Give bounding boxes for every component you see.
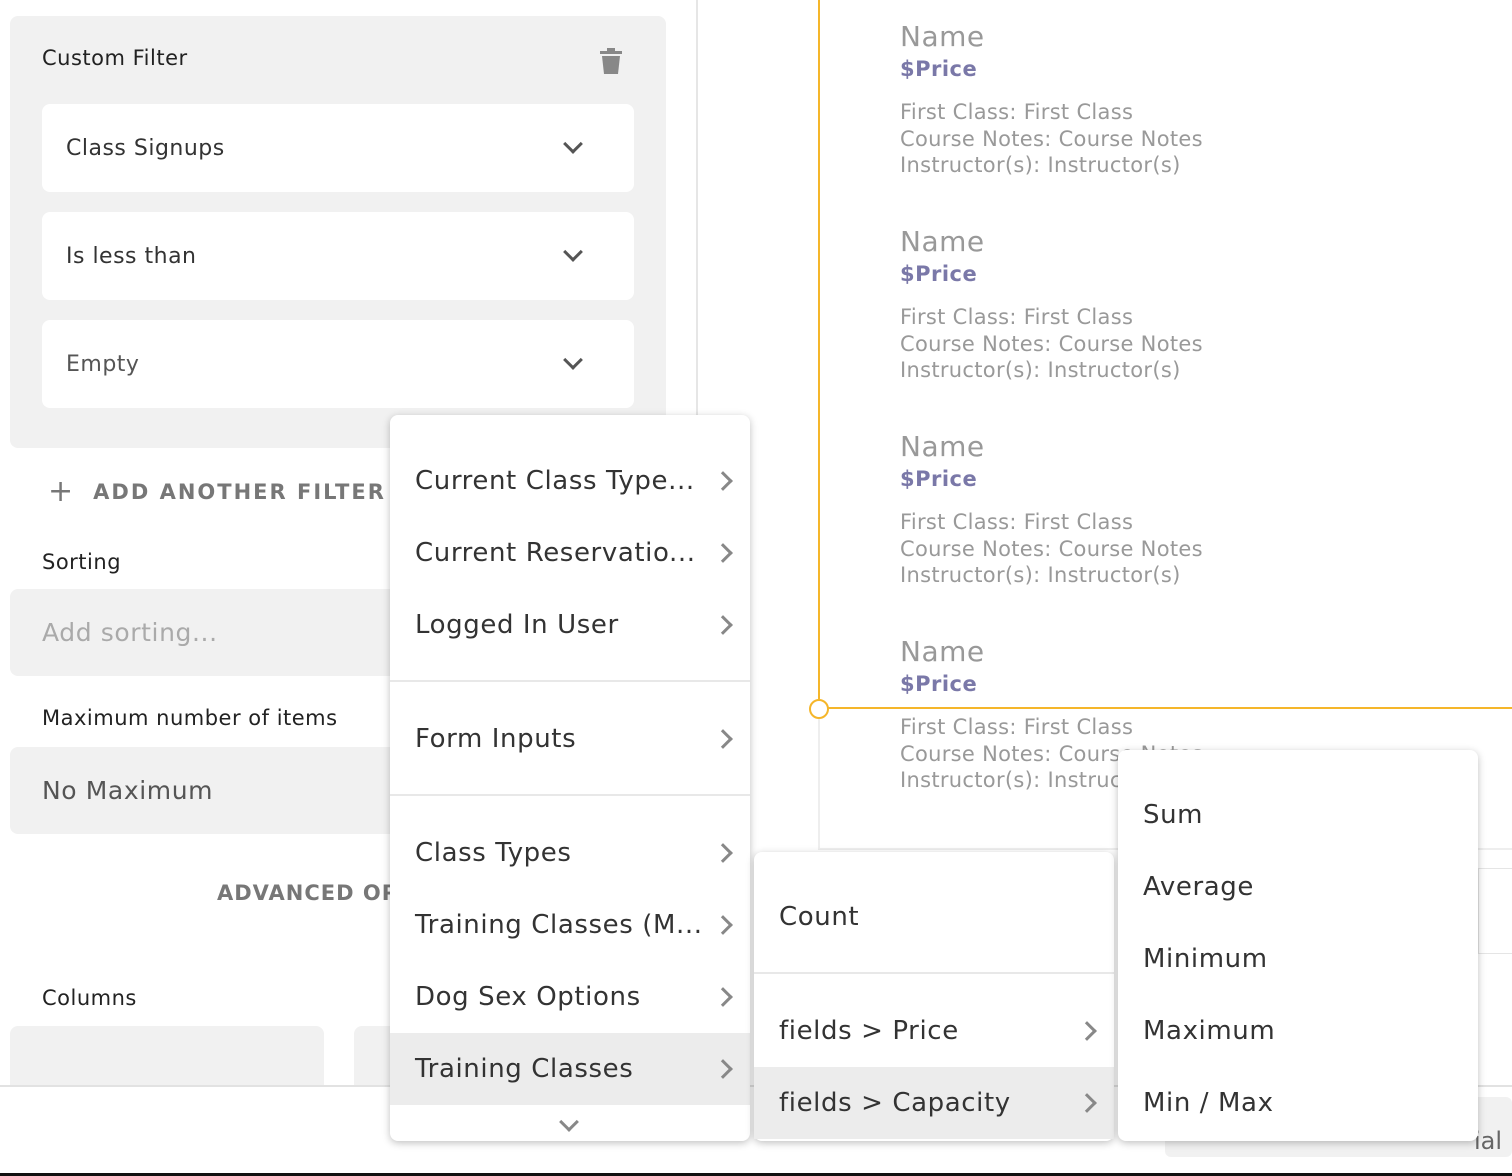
menu-item-min-max[interactable]: Min / Max xyxy=(1118,1067,1478,1139)
menu-item-price[interactable]: fields > Price xyxy=(754,995,1114,1067)
chevron-right-icon xyxy=(713,915,733,935)
sorting-input[interactable]: Add sorting... xyxy=(10,589,410,676)
field-menu: Count fields > Price fields > Capacity xyxy=(754,852,1114,1141)
add-filter-label: ADD ANOTHER FILTER xyxy=(93,479,386,504)
partial-text: ial xyxy=(1473,1127,1502,1155)
menu-item-label: Training Classes (M... xyxy=(415,910,703,940)
menu-item-current-class-type[interactable]: Current Class Type... xyxy=(390,445,750,517)
max-items-input[interactable]: No Maximum xyxy=(10,747,410,834)
menu-item-sum[interactable]: Sum xyxy=(1118,779,1478,851)
menu-item-label: Dog Sex Options xyxy=(415,982,641,1012)
item-price: $Price xyxy=(900,57,978,81)
menu-divider xyxy=(390,680,750,682)
item-first-class: First Class: First Class xyxy=(900,100,1134,124)
item-instructors: Instructor(s): Instructor(s) xyxy=(900,358,1181,382)
menu-item-training-classes-m[interactable]: Training Classes (M... xyxy=(390,889,750,961)
selection-outline[interactable] xyxy=(818,0,1512,709)
filter-title: Custom Filter xyxy=(42,46,188,70)
aggregate-menu: Sum Average Minimum Maximum Min / Max xyxy=(1118,750,1478,1141)
item-name: Name xyxy=(900,430,985,463)
menu-divider xyxy=(754,972,1114,974)
chevron-right-icon xyxy=(713,543,733,563)
item-first-class: First Class: First Class xyxy=(900,715,1134,739)
menu-item-label: Min / Max xyxy=(1143,1088,1274,1118)
value-select[interactable]: Empty xyxy=(42,320,634,408)
menu-item-label: Logged In User xyxy=(415,610,619,640)
screen-edge xyxy=(0,1173,1512,1176)
chevron-down-icon xyxy=(563,242,583,262)
menu-item-class-types[interactable]: Class Types xyxy=(390,817,750,889)
menu-item-logged-in-user[interactable]: Logged In User xyxy=(390,589,750,661)
scroll-down-icon[interactable] xyxy=(559,1112,579,1132)
menu-item-label: Form Inputs xyxy=(415,724,577,754)
item-name: Name xyxy=(900,225,985,258)
custom-filter-box: Custom Filter Class Signups Is less than… xyxy=(10,16,666,448)
menu-item-label: Class Types xyxy=(415,838,572,868)
item-course-notes: Course Notes: Course Notes xyxy=(900,536,1203,561)
menu-item-maximum[interactable]: Maximum xyxy=(1118,995,1478,1067)
menu-item-dog-sex-options[interactable]: Dog Sex Options xyxy=(390,961,750,1033)
menu-item-training-classes[interactable]: Training Classes xyxy=(390,1033,750,1105)
operator-select-value: Is less than xyxy=(66,243,197,269)
item-course-notes: Course Notes: Course Notes xyxy=(900,331,1203,356)
menu-item-label: Maximum xyxy=(1143,1016,1276,1046)
item-price: $Price xyxy=(900,262,978,286)
item-name: Name xyxy=(900,20,985,53)
menu-item-minimum[interactable]: Minimum xyxy=(1118,923,1478,995)
add-filter-button[interactable]: + ADD ANOTHER FILTER xyxy=(48,474,386,509)
field-select[interactable]: Class Signups xyxy=(42,104,634,192)
value-select-value: Empty xyxy=(66,351,140,377)
menu-item-label: Average xyxy=(1143,872,1254,902)
menu-item-label: fields > Capacity xyxy=(779,1088,1011,1118)
operator-select[interactable]: Is less than xyxy=(42,212,634,300)
menu-item-average[interactable]: Average xyxy=(1118,851,1478,923)
chevron-down-icon xyxy=(563,134,583,154)
columns-label: Columns xyxy=(42,986,137,1010)
chevron-right-icon xyxy=(713,843,733,863)
menu-item-label: Current Class Type... xyxy=(415,466,695,496)
resize-handle[interactable] xyxy=(809,699,829,719)
menu-item-label: Minimum xyxy=(1143,944,1268,974)
item-instructors: Instructor(s): Instructor(s) xyxy=(900,563,1181,587)
menu-item-label: Count xyxy=(779,902,860,932)
right-box xyxy=(1478,868,1512,954)
list-item[interactable]: Name $Price First Class: First Class Cou… xyxy=(900,225,1300,384)
menu-item-label: fields > Price xyxy=(779,1016,959,1046)
data-source-menu: Current Class Type... Current Reservatio… xyxy=(390,415,750,1141)
plus-icon: + xyxy=(48,474,74,509)
trash-icon[interactable] xyxy=(600,48,622,74)
list-item[interactable]: Name $Price First Class: First Class Cou… xyxy=(900,430,1300,589)
chevron-right-icon xyxy=(713,1059,733,1079)
item-instructors: Instructor(s): Instructor(s) xyxy=(900,153,1181,177)
menu-divider xyxy=(390,794,750,796)
menu-item-label: Sum xyxy=(1143,800,1204,830)
menu-item-capacity[interactable]: fields > Capacity xyxy=(754,1067,1114,1139)
item-name: Name xyxy=(900,635,985,668)
menu-item-label: Current Reservatio... xyxy=(415,538,696,568)
menu-item-current-reservation[interactable]: Current Reservatio... xyxy=(390,517,750,589)
item-price: $Price xyxy=(900,672,978,696)
menu-item-count[interactable]: Count xyxy=(754,881,1114,953)
item-price: $Price xyxy=(900,467,978,491)
menu-item-label: Training Classes xyxy=(415,1054,634,1084)
menu-item-form-inputs[interactable]: Form Inputs xyxy=(390,703,750,775)
chevron-right-icon xyxy=(713,615,733,635)
field-select-value: Class Signups xyxy=(66,135,225,161)
chevron-right-icon xyxy=(1077,1093,1097,1113)
item-first-class: First Class: First Class xyxy=(900,510,1134,534)
chevron-right-icon xyxy=(1077,1021,1097,1041)
chevron-right-icon xyxy=(713,471,733,491)
list-item[interactable]: Name $Price First Class: First Class Cou… xyxy=(900,20,1300,179)
chevron-right-icon xyxy=(713,729,733,749)
item-course-notes: Course Notes: Course Notes xyxy=(900,126,1203,151)
max-items-label: Maximum number of items xyxy=(42,706,338,730)
chevron-right-icon xyxy=(713,987,733,1007)
item-first-class: First Class: First Class xyxy=(900,305,1134,329)
sorting-label: Sorting xyxy=(42,550,122,574)
chevron-down-icon xyxy=(563,350,583,370)
